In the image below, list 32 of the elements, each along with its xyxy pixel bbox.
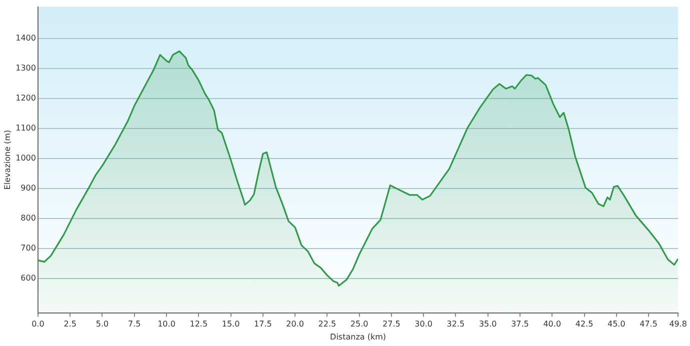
x-tick-label: 22.5: [318, 320, 336, 329]
y-tick-label: 600: [20, 273, 36, 282]
x-tick-label: 45.0: [607, 320, 626, 329]
y-tick-label: 700: [20, 243, 36, 252]
x-tick-label: 35.0: [478, 320, 497, 329]
y-tick-label: 1200: [16, 93, 36, 102]
x-tick-label: 17.5: [254, 320, 272, 329]
x-tick-label: 10.0: [158, 320, 176, 329]
y-tick-label: 1100: [16, 123, 36, 132]
y-tick-label: 1000: [16, 153, 36, 162]
y-tick-label: 1400: [16, 33, 36, 42]
x-tick-label: 0.0: [32, 320, 44, 329]
x-tick-label: 5.0: [96, 320, 109, 329]
x-tick-label: 7.5: [128, 320, 141, 329]
y-tick-label: 800: [20, 213, 36, 222]
x-tick-label: 49.8: [669, 320, 687, 329]
x-tick-label: 32.5: [446, 320, 465, 329]
y-axis-title: Elevazione (m): [2, 130, 12, 190]
y-tick-label: 900: [20, 183, 36, 192]
x-tick-label: 40.0: [543, 320, 562, 329]
x-tick-label: 30.0: [414, 320, 432, 329]
x-tick-label: 27.5: [382, 320, 400, 329]
x-tick-label: 47.5: [640, 320, 658, 329]
x-tick-label: 37.5: [511, 320, 529, 329]
x-tick-label: 25.0: [350, 320, 368, 329]
y-tick-label: 1300: [16, 63, 36, 72]
x-tick-label: 12.5: [190, 320, 208, 329]
x-tick-label: 20.0: [286, 320, 304, 329]
x-axis-title: Distanza (km): [330, 332, 386, 342]
x-tick-label: 42.5: [575, 320, 594, 329]
x-tick-label: 2.5: [64, 320, 76, 329]
x-tick-label: 15.0: [222, 320, 240, 329]
